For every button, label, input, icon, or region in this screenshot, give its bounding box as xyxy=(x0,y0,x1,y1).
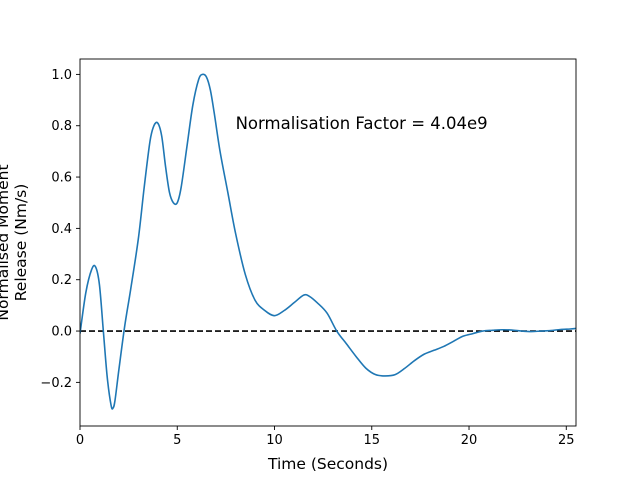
y-tick-label-0: −0.2 xyxy=(40,376,72,391)
y-tick-label-3: 0.4 xyxy=(51,222,72,237)
y-axis-label-line-2: Release (Nm/s) xyxy=(12,184,30,302)
x-tick-label-15: 15 xyxy=(363,433,380,448)
plot-frame xyxy=(79,58,577,427)
x-axis-label: Time (Seconds) xyxy=(267,455,388,473)
x-tick-label-10: 10 xyxy=(266,433,283,448)
y-tick-label-6: 1.0 xyxy=(51,68,72,83)
plot-area xyxy=(80,73,576,410)
x-tick-label-25: 25 xyxy=(558,433,575,448)
x-tick-label-5: 5 xyxy=(173,433,181,448)
y-tick-label-2: 0.2 xyxy=(51,273,72,288)
y-axis-label-line-1: Normalised Moment xyxy=(0,164,12,320)
x-tick-label-0: 0 xyxy=(76,433,84,448)
y-tick-label-5: 0.8 xyxy=(51,119,72,134)
series-line-0 xyxy=(80,73,576,410)
y-tick-label-1: 0.0 xyxy=(51,325,72,340)
x-tick-label-20: 20 xyxy=(461,433,478,448)
axes: 0 5 10 15 20 25 −0.2 0.0 0.2 0.4 0.6 0.8 1.0 xyxy=(40,58,577,448)
annotation-normalisation-factor: Normalisation Factor = 4.04e9 xyxy=(236,114,488,133)
y-tick-label-4: 0.6 xyxy=(51,171,72,186)
